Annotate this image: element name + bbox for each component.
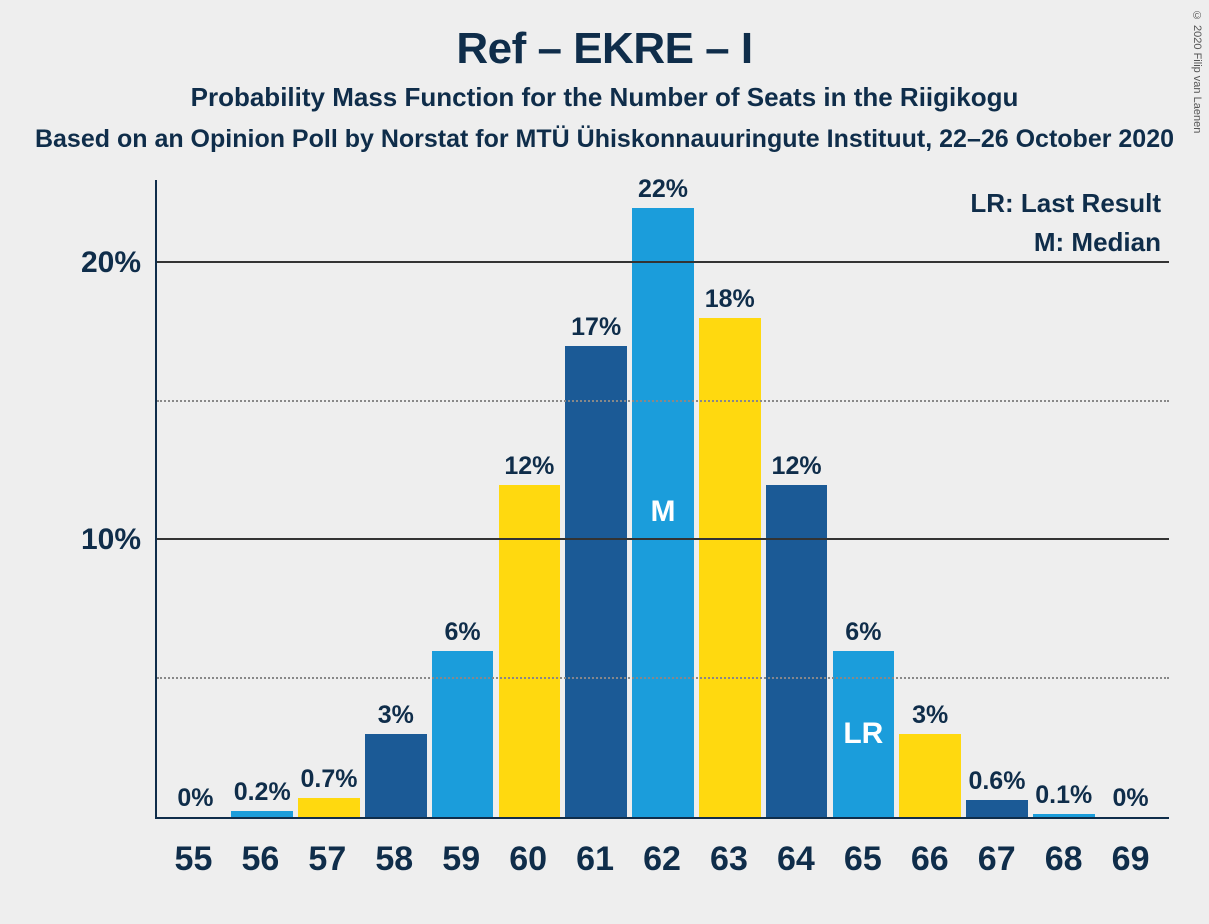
xtick-label: 55 <box>161 840 226 879</box>
bar-slot: 18% <box>697 180 762 817</box>
bar-value-label: 0.6% <box>968 767 1025 800</box>
bar-value-label: 12% <box>772 452 822 485</box>
bar: 0.1% <box>1033 814 1095 817</box>
bar: 0.7% <box>298 798 360 817</box>
bar-inside-label: M <box>650 495 675 529</box>
bar-value-label: 3% <box>912 701 948 734</box>
bar-value-label: 22% <box>638 175 688 208</box>
bar: 3% <box>365 734 427 817</box>
plot-area: LR: Last Result M: Median 0%0.2%0.7%3%6%… <box>155 180 1169 819</box>
gridline-major <box>157 261 1169 263</box>
bar: 0.6% <box>966 800 1028 817</box>
bar-value-label: 0.1% <box>1035 781 1092 814</box>
bar-slot: 0.6% <box>965 180 1030 817</box>
xtick-label: 69 <box>1098 840 1163 879</box>
xtick-label: 62 <box>630 840 695 879</box>
bar-value-label: 6% <box>845 618 881 651</box>
xtick-label: 66 <box>897 840 962 879</box>
bar: 3% <box>899 734 961 817</box>
bar-slot: 12% <box>497 180 562 817</box>
xtick-label: 57 <box>295 840 360 879</box>
x-axis: 555657585960616263646566676869 <box>155 840 1169 879</box>
gridline-minor <box>157 400 1169 402</box>
bar-value-label: 18% <box>705 285 755 318</box>
bar-slot: 17% <box>564 180 629 817</box>
bar: 0.2% <box>231 811 293 817</box>
xtick-label: 65 <box>830 840 895 879</box>
xtick-label: 64 <box>763 840 828 879</box>
bar-slot: 12% <box>764 180 829 817</box>
xtick-label: 61 <box>563 840 628 879</box>
bar-value-label: 12% <box>504 452 554 485</box>
bar-value-label: 17% <box>571 313 621 346</box>
bar-value-label: 0% <box>177 784 213 817</box>
xtick-label: 56 <box>228 840 293 879</box>
bar-slot: 3% <box>898 180 963 817</box>
bar: 12% <box>766 485 828 817</box>
bar-slot: 6% LR <box>831 180 896 817</box>
gridline-minor <box>157 677 1169 679</box>
bar-value-label: 0.7% <box>300 765 357 798</box>
chart-source: Based on an Opinion Poll by Norstat for … <box>0 125 1209 154</box>
bar: 18% <box>699 318 761 817</box>
xtick-label: 68 <box>1031 840 1096 879</box>
xtick-label: 60 <box>496 840 561 879</box>
bar-value-label: 6% <box>445 618 481 651</box>
bar-slot: 3% <box>363 180 428 817</box>
bar: 22%M <box>632 208 694 817</box>
copyright-text: © 2020 Filip van Laenen <box>1191 10 1203 133</box>
bar: 12% <box>499 485 561 817</box>
bar-slot: 6% <box>430 180 495 817</box>
bar-slot: 0% <box>1098 180 1163 817</box>
bars-container: 0%0.2%0.7%3%6%12%17%22%M18%12%6%LR3%0.6%… <box>157 180 1169 817</box>
xtick-label: 59 <box>429 840 494 879</box>
xtick-label: 58 <box>362 840 427 879</box>
chart-title: Ref – EKRE – I <box>0 0 1209 74</box>
bar-value-label: 0% <box>1112 784 1148 817</box>
bar-slot: 0% <box>163 180 228 817</box>
bar-slot: 0.1% <box>1031 180 1096 817</box>
ytick-label: 20% <box>81 246 157 280</box>
bar-slot: 22%M <box>631 180 696 817</box>
bar-value-label: 0.2% <box>234 778 291 811</box>
xtick-label: 67 <box>964 840 1029 879</box>
bar-inside-label: LR <box>843 717 883 751</box>
bar: 17% <box>565 346 627 817</box>
xtick-label: 63 <box>697 840 762 879</box>
plot-wrapper: LR: Last Result M: Median 0%0.2%0.7%3%6%… <box>40 180 1189 889</box>
ytick-label: 10% <box>81 523 157 557</box>
bar-value-label: 3% <box>378 701 414 734</box>
bar-slot: 0.2% <box>230 180 295 817</box>
bar-slot: 0.7% <box>297 180 362 817</box>
chart-subtitle: Probability Mass Function for the Number… <box>0 82 1209 113</box>
gridline-major <box>157 538 1169 540</box>
